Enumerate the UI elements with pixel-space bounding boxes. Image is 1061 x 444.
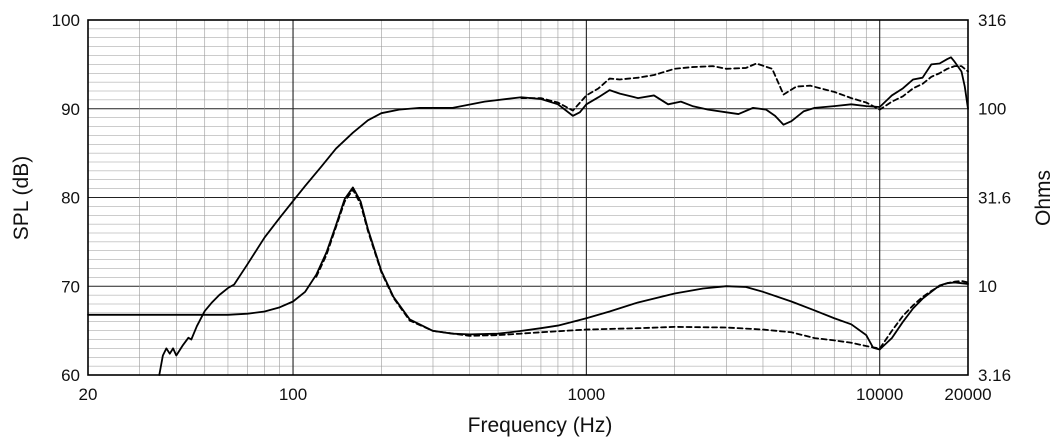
x-tick-labels: 20 100 1000 10000 20000 [79,385,992,404]
x-tick-label: 20 [79,385,98,404]
y2-tick-label: 10 [978,277,997,296]
y2-tick-label: 100 [978,100,1006,119]
y2-tick-labels: 3.16 10 31.6 100 316 [978,11,1011,385]
y-tick-label: 100 [52,11,80,30]
y2-tick-label: 316 [978,11,1006,30]
y-tick-label: 80 [61,189,80,208]
y-tick-label: 70 [61,277,80,296]
y-tick-label: 60 [61,366,80,385]
x-tick-label: 100 [279,385,307,404]
y2-tick-label: 31.6 [978,189,1011,208]
series-layer [87,56,969,376]
y2-axis-title: Ohms [1032,170,1055,226]
y2-tick-label: 3.16 [978,366,1011,385]
series-line-3-impedance [87,186,969,351]
x-tick-label: 10000 [856,385,903,404]
y-axis-title: SPL (dB) [10,156,33,240]
x-tick-label: 1000 [567,385,605,404]
y-tick-labels: 60 70 80 90 100 [52,11,80,385]
grid [88,20,968,375]
x-tick-label: 20000 [944,385,991,404]
y-tick-label: 90 [61,100,80,119]
x-axis-title: Frequency (Hz) [468,414,613,437]
series-line-4-impedance-dashed [315,188,969,350]
series-line-1-spl [158,56,969,376]
series-line-2-spl-dashed [520,62,969,112]
plot-frame [87,19,969,376]
